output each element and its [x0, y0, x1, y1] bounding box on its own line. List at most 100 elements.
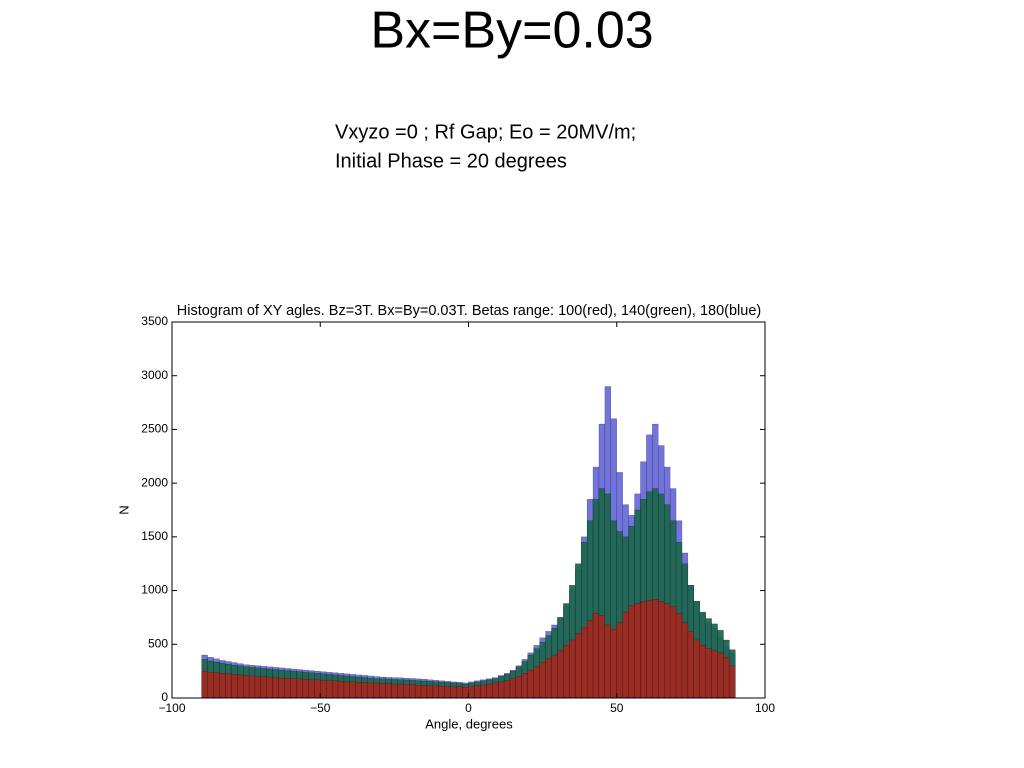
- histogram-bar: [723, 657, 730, 699]
- histogram-bar: [569, 639, 576, 699]
- histogram-bar: [533, 666, 540, 699]
- histogram-bar: [278, 677, 285, 699]
- y-tick-label: 3000: [141, 368, 168, 382]
- histogram-bar: [426, 685, 434, 699]
- histogram-bar: [320, 680, 327, 699]
- histogram-bar: [634, 603, 641, 699]
- x-tick-label: 0: [465, 701, 472, 715]
- x-tick-label: 100: [755, 701, 775, 715]
- histogram-bar: [231, 674, 238, 699]
- histogram-bar: [420, 684, 428, 699]
- histogram-bar: [664, 603, 671, 699]
- histogram-bar: [397, 683, 404, 699]
- histogram-bar: [207, 672, 214, 699]
- x-axis-label: Angle, degrees: [425, 716, 513, 731]
- y-tick-label: 1000: [141, 583, 168, 597]
- histogram-bar: [586, 620, 594, 699]
- histogram-bar: [492, 682, 499, 699]
- histogram-bar: [272, 677, 279, 699]
- histogram-bar: [539, 662, 546, 699]
- histogram-bar: [296, 678, 303, 699]
- histogram-bar: [699, 645, 706, 699]
- histogram-bar: [254, 676, 262, 699]
- histogram-bar: [373, 682, 380, 699]
- histogram-bar: [693, 639, 700, 699]
- histogram-bar: [450, 686, 457, 699]
- histogram-bar: [604, 624, 611, 699]
- histogram-bar: [616, 622, 623, 699]
- histogram-bar: [237, 674, 244, 699]
- histogram-bar: [326, 680, 333, 699]
- x-tick-label: −50: [310, 701, 331, 715]
- histogram-bar: [610, 629, 617, 699]
- histogram-bar: [284, 677, 291, 699]
- x-tick-label: 50: [610, 701, 624, 715]
- histogram-bar: [379, 683, 386, 699]
- histogram-bar: [248, 675, 256, 699]
- chart-title: Histogram of XY agles. Bz=3T. Bx=By=0.03…: [177, 303, 762, 319]
- histogram-bar: [355, 682, 362, 699]
- histogram-bar: [675, 612, 683, 699]
- y-tick-label: 3500: [141, 314, 168, 328]
- histogram-bar: [438, 686, 445, 699]
- y-tick-label: 2500: [141, 422, 168, 436]
- histogram-bar: [581, 626, 588, 699]
- histogram-bar: [515, 676, 523, 699]
- histogram-bar: [361, 682, 368, 699]
- histogram-bar: [308, 679, 315, 699]
- histogram-bar: [391, 683, 398, 699]
- histogram-bar: [598, 615, 606, 699]
- histogram-bar: [367, 682, 374, 699]
- histogram-bar: [456, 686, 463, 699]
- histogram-bar: [551, 654, 558, 699]
- histogram-bar: [385, 683, 392, 699]
- y-axis-label: N: [116, 505, 131, 514]
- slide-title: Bx=By=0.03: [370, 2, 653, 60]
- histogram-bar: [343, 681, 351, 699]
- histogram-bar: [314, 679, 321, 699]
- slide-text: Initial Phase = 20 degrees: [335, 150, 567, 172]
- histogram-bar: [527, 669, 534, 699]
- histogram-bar: [705, 648, 712, 699]
- histogram-bar: [497, 681, 505, 699]
- histogram-bar: [219, 673, 226, 699]
- histogram-bar: [266, 676, 273, 699]
- histogram-bar: [681, 622, 689, 699]
- y-tick-label: 500: [148, 636, 168, 650]
- histogram-bar: [444, 686, 451, 699]
- histogram-bar: [652, 599, 659, 699]
- histogram-bar: [563, 645, 570, 699]
- histogram-bar: [468, 686, 475, 699]
- histogram-bar: [729, 665, 736, 699]
- y-tick-label: 1500: [141, 529, 168, 543]
- x-tick-label: −100: [158, 701, 185, 715]
- histogram-bar: [658, 601, 665, 699]
- histogram-bar: [337, 681, 345, 699]
- histogram-bar: [711, 650, 718, 699]
- histogram-bar: [462, 687, 469, 699]
- histogram-bar: [486, 683, 493, 699]
- histogram-bar: [646, 600, 653, 699]
- histogram-bar: [557, 650, 564, 699]
- histogram-bar: [545, 658, 552, 699]
- histogram-bar: [201, 670, 208, 699]
- histogram-bar: [414, 684, 422, 699]
- histogram-bar: [575, 633, 582, 699]
- histogram-bar: [213, 672, 220, 699]
- histogram-bar: [290, 678, 297, 699]
- histogram-bar: [302, 679, 309, 699]
- y-tick-label: 2000: [141, 475, 168, 489]
- histogram-bar: [409, 684, 416, 699]
- slide-text: Vxyzo =0 ; Rf Gap; Eo = 20MV/m;: [335, 121, 636, 143]
- histogram-bar: [331, 680, 339, 699]
- histogram-bar: [687, 631, 694, 699]
- y-tick-label: 0: [161, 690, 168, 704]
- histogram-bar: [592, 612, 600, 699]
- histogram-bar: [349, 681, 356, 699]
- histogram-bar: [432, 685, 440, 699]
- histogram-bar: [474, 685, 481, 699]
- histogram-bar: [243, 675, 250, 699]
- histogram-bar: [628, 605, 635, 699]
- histogram-bar: [509, 678, 517, 699]
